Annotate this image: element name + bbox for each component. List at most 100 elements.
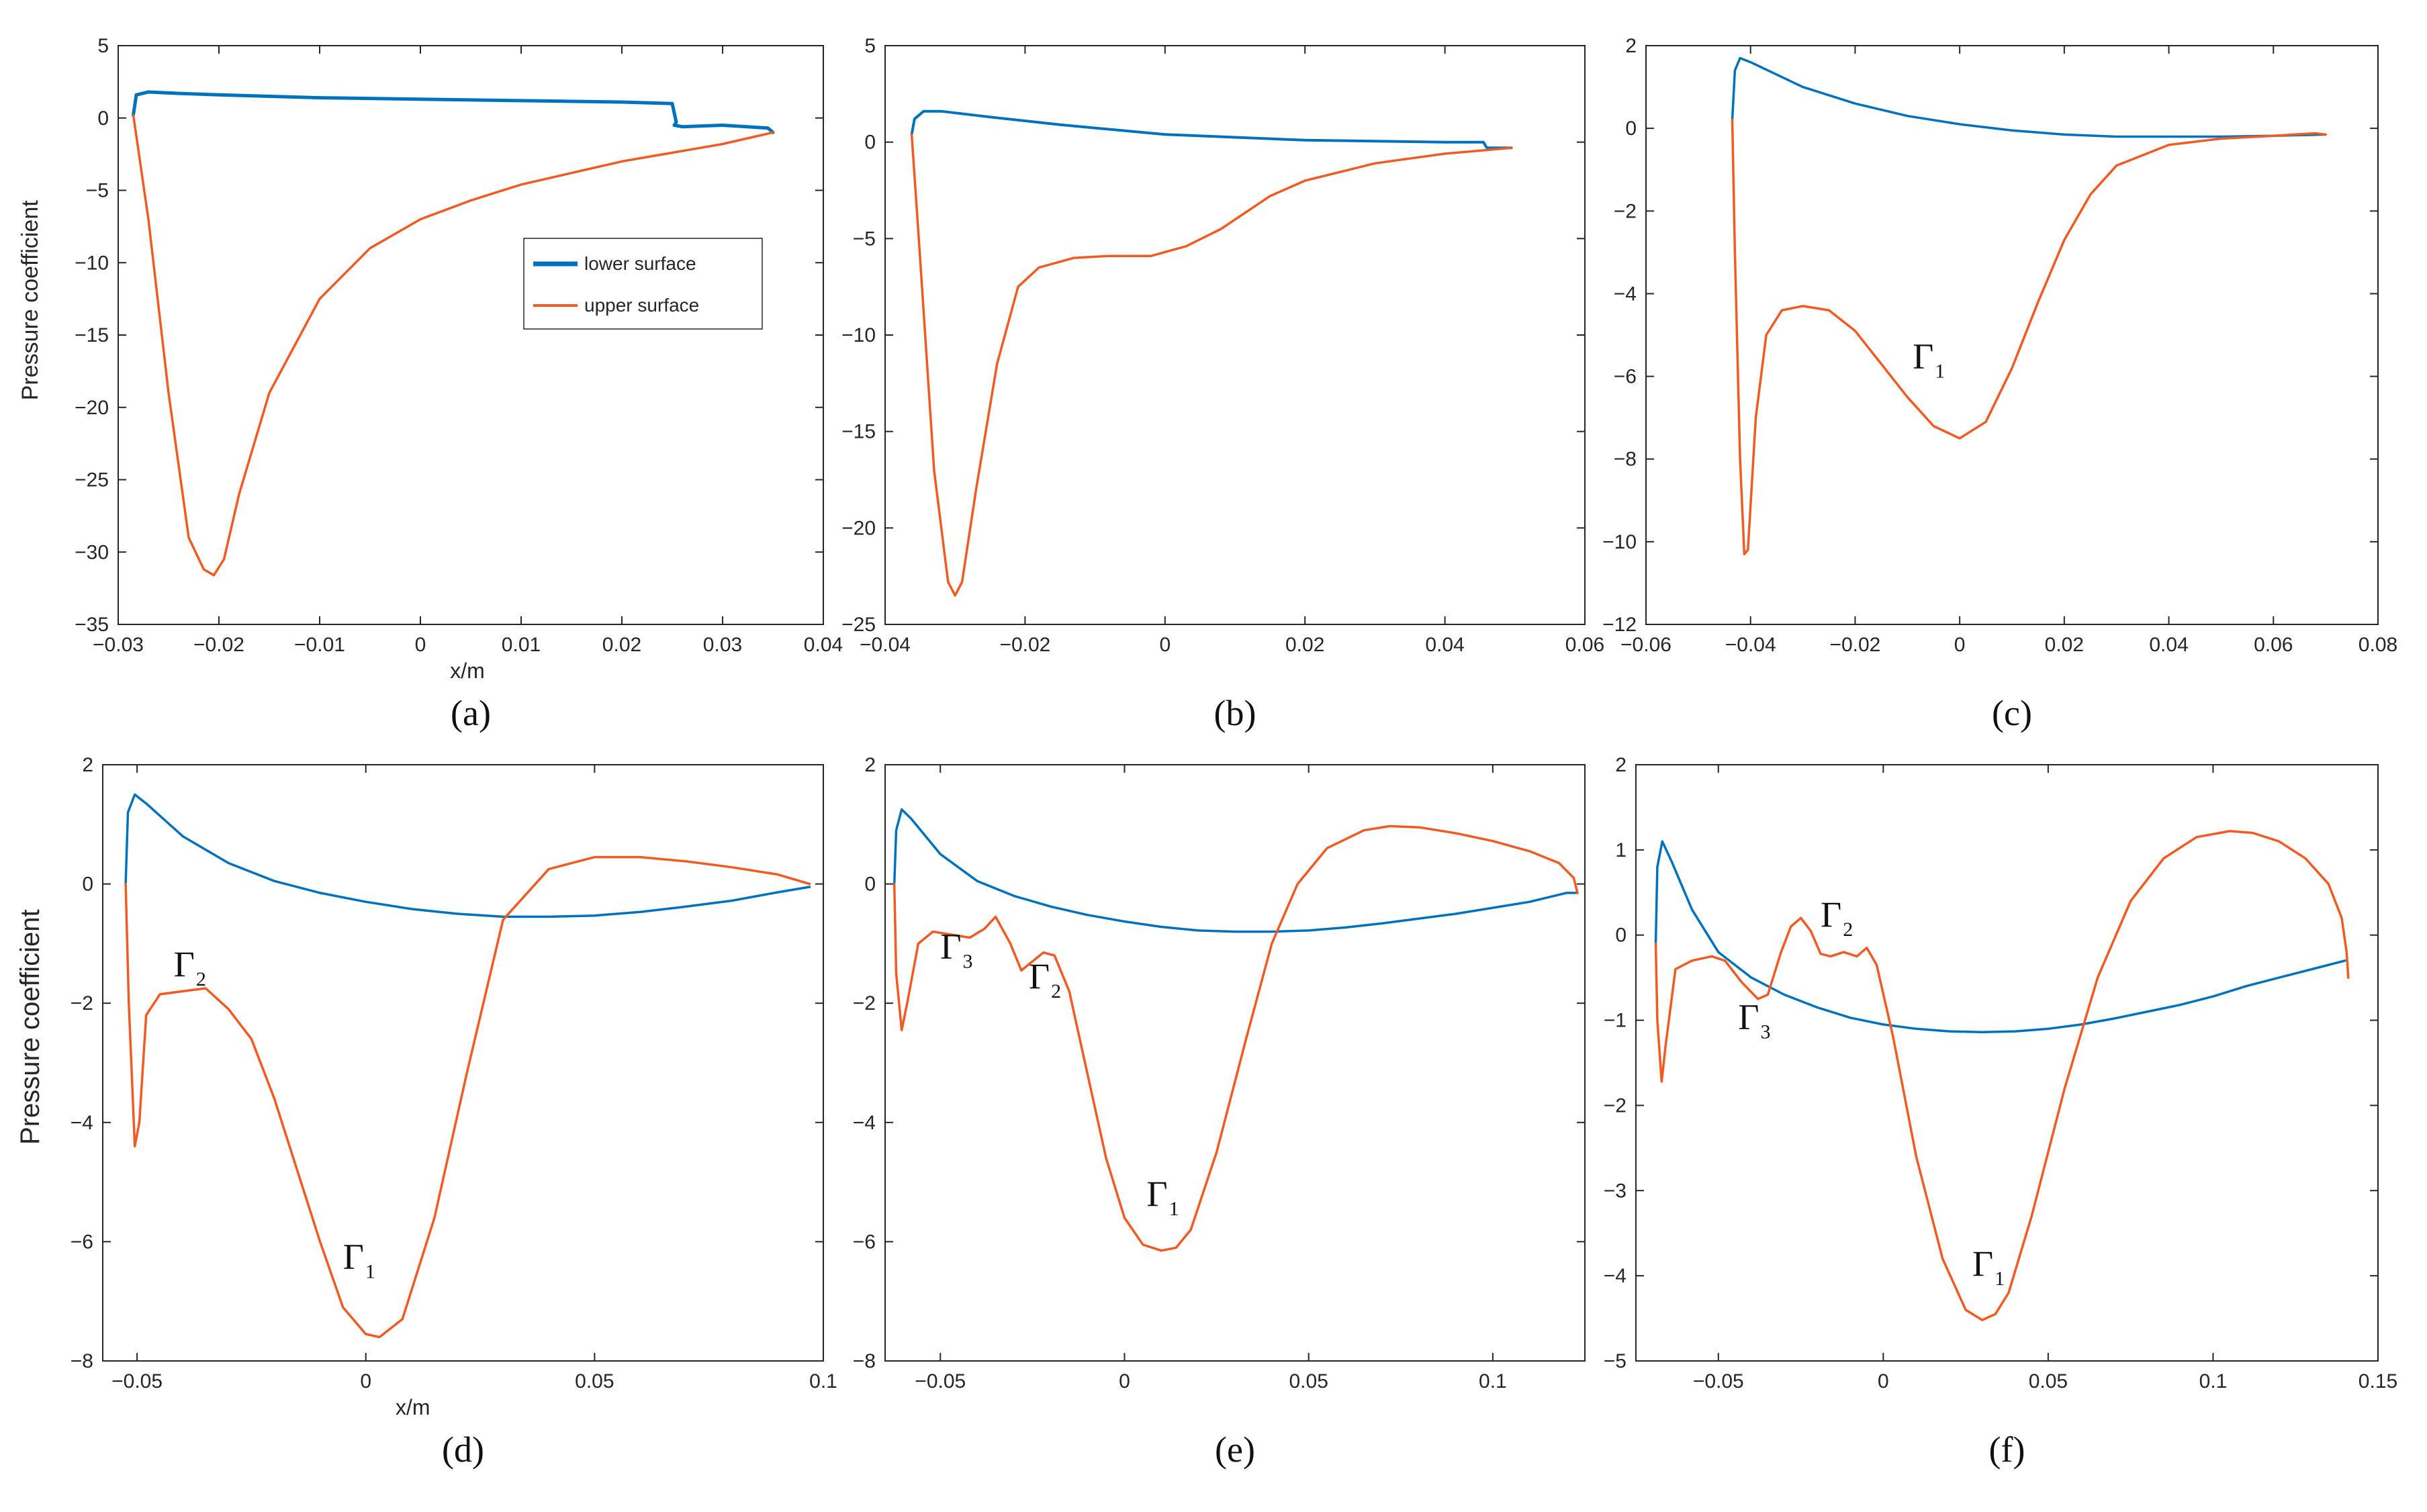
legend-entry-label: lower surface — [584, 253, 696, 274]
y-tick-label: −6 — [71, 1231, 93, 1253]
legend: lower surface upper surface — [523, 238, 763, 330]
x-tick-label: 0.05 — [1289, 1370, 1328, 1392]
x-tick-label: 0.03 — [703, 634, 742, 656]
panel-label: (c) — [1992, 693, 2032, 733]
gamma-annotation-2: Γ2 — [1821, 894, 1853, 941]
y-tick-label: −8 — [71, 1350, 93, 1372]
x-tick-label: 0.02 — [1285, 634, 1324, 656]
x-tick-label: 0.01 — [502, 634, 541, 656]
y-tick-label: 2 — [1615, 754, 1627, 776]
y-tick-label: 5 — [864, 35, 876, 57]
chart-panel-f: −0.05 0 0.05 0.1 0.15 2 1 0 −1 −2 −3 −4 −5 (f) Γ3 Γ2 Γ1 — [1604, 754, 2397, 1470]
lower-surface-line-b — [910, 109, 1513, 150]
plot-area-c — [1731, 56, 2327, 556]
x-tick-label: 0.06 — [1565, 634, 1604, 656]
panel-label: (f) — [1989, 1429, 2025, 1470]
y-tick-label: −6 — [853, 1231, 876, 1253]
gamma-annotation-3: Γ3 — [1738, 996, 1770, 1043]
lower-surface-line-e — [892, 808, 1579, 933]
y-tick-label: −10 — [75, 252, 109, 274]
y-tick-label: −10 — [841, 324, 876, 346]
upper-surface-line-c — [1731, 119, 2327, 556]
x-tick-label: 0.1 — [809, 1370, 837, 1392]
y-tick-label: −12 — [1602, 614, 1637, 636]
y-tick-label: −1 — [1604, 1010, 1627, 1032]
x-tick-label: 0 — [1878, 1370, 1889, 1392]
x-tick-label: −0.05 — [915, 1370, 966, 1392]
lower-surface-line-f — [1654, 840, 2346, 1034]
x-tick-label: 0.04 — [804, 634, 843, 656]
gamma-annotation-1: Γ1 — [1972, 1243, 2005, 1290]
plot-area-a — [132, 90, 775, 577]
panel-label: (d) — [442, 1429, 484, 1470]
x-tick-label: 0.15 — [2359, 1370, 2397, 1392]
upper-surface-line-d — [124, 855, 811, 1339]
x-tick-label: 0.02 — [602, 634, 641, 656]
gamma-annotation-1: Γ1 — [1146, 1174, 1179, 1220]
y-tick-label: −30 — [75, 541, 109, 563]
x-tick-label: 0.04 — [2149, 634, 2188, 656]
upper-surface-line-a — [132, 113, 774, 577]
x-tick-label: −0.05 — [111, 1370, 163, 1392]
x-tick-label: −0.02 — [1829, 634, 1880, 656]
plot-area-d — [124, 793, 811, 1339]
chart-panel-e: −0.05 0 0.05 0.1 2 0 −2 −4 −6 −8 (e) Γ3 Γ2 Γ1 — [853, 754, 1586, 1470]
y-tick-label: −25 — [841, 614, 876, 636]
x-axis-label: x/m — [396, 1395, 430, 1419]
gamma-annotation-1: Γ1 — [1913, 336, 1945, 382]
y-tick-label: −6 — [1614, 366, 1637, 388]
y-tick-label: −8 — [853, 1350, 876, 1372]
x-tick-label: −0.01 — [294, 634, 345, 656]
y-tick-label: 0 — [1615, 925, 1627, 947]
x-tick-label: 0.1 — [2199, 1370, 2228, 1392]
y-tick-label: −2 — [853, 992, 876, 1014]
upper-surface-line-f — [1654, 830, 2350, 1321]
y-tick-label: −4 — [71, 1112, 93, 1134]
y-tick-label: 2 — [82, 754, 93, 776]
y-tick-label: 2 — [1625, 35, 1637, 57]
x-tick-label: 0.1 — [1479, 1370, 1507, 1392]
y-tick-label: −15 — [75, 324, 109, 346]
y-tick-label: −10 — [1602, 531, 1637, 553]
axes-box-c — [1645, 45, 2379, 625]
y-tick-label: −5 — [86, 180, 109, 202]
x-tick-label: 0.02 — [2045, 634, 2084, 656]
x-tick-label: 0.08 — [2359, 634, 2397, 656]
axes-box-d — [102, 764, 824, 1362]
chart-panel-a: −0.03 −0.02 −0.01 0 0.01 0.02 0.03 0.04 5 0 −5 −10 −… — [17, 35, 843, 733]
y-tick-label: −4 — [1604, 1265, 1627, 1287]
y-tick-label: −4 — [853, 1112, 876, 1134]
y-tick-label: −8 — [1614, 448, 1637, 471]
y-tick-label: −25 — [75, 469, 109, 491]
plot-area-e — [892, 808, 1579, 1252]
y-tick-label: −20 — [841, 517, 876, 539]
panel-label: (e) — [1215, 1429, 1255, 1470]
y-tick-label: 1 — [1615, 839, 1627, 861]
x-tick-label: 0 — [1954, 634, 1966, 656]
y-tick-label: −20 — [75, 397, 109, 419]
x-tick-label: −0.04 — [860, 634, 911, 656]
gamma-annotation-3: Γ3 — [940, 927, 972, 973]
upper-surface-line-b — [910, 133, 1513, 597]
axes-box-f — [1635, 764, 2379, 1362]
chart-panel-d: −0.05 0 0.05 0.1 2 0 −2 −4 −6 −8 Pressure coeffici… — [15, 754, 837, 1470]
chart-panel-c: −0.06 −0.04 −0.02 0 0.02 0.04 0.06 0.08 2 0 −2 −4 −6… — [1602, 35, 2397, 733]
x-tick-label: −0.02 — [193, 634, 244, 656]
legend-entry-label: upper surface — [584, 295, 699, 316]
plot-area-b — [910, 109, 1513, 597]
x-tick-label: −0.06 — [1620, 634, 1672, 656]
axes-box-e — [884, 764, 1586, 1362]
y-tick-label: 0 — [97, 107, 109, 130]
y-axis-label: Pressure coefficient — [15, 909, 45, 1145]
x-tick-label: 0 — [415, 634, 426, 656]
x-tick-label: 0.05 — [2029, 1370, 2068, 1392]
upper-surface-line-e — [892, 824, 1579, 1252]
y-tick-label: −2 — [1614, 200, 1637, 222]
lower-surface-line-d — [124, 793, 811, 918]
y-tick-label: 0 — [864, 132, 876, 154]
x-tick-label: 0.04 — [1425, 634, 1464, 656]
x-axis-label: x/m — [450, 659, 485, 683]
y-axis-label: Pressure coefficient — [17, 200, 43, 401]
